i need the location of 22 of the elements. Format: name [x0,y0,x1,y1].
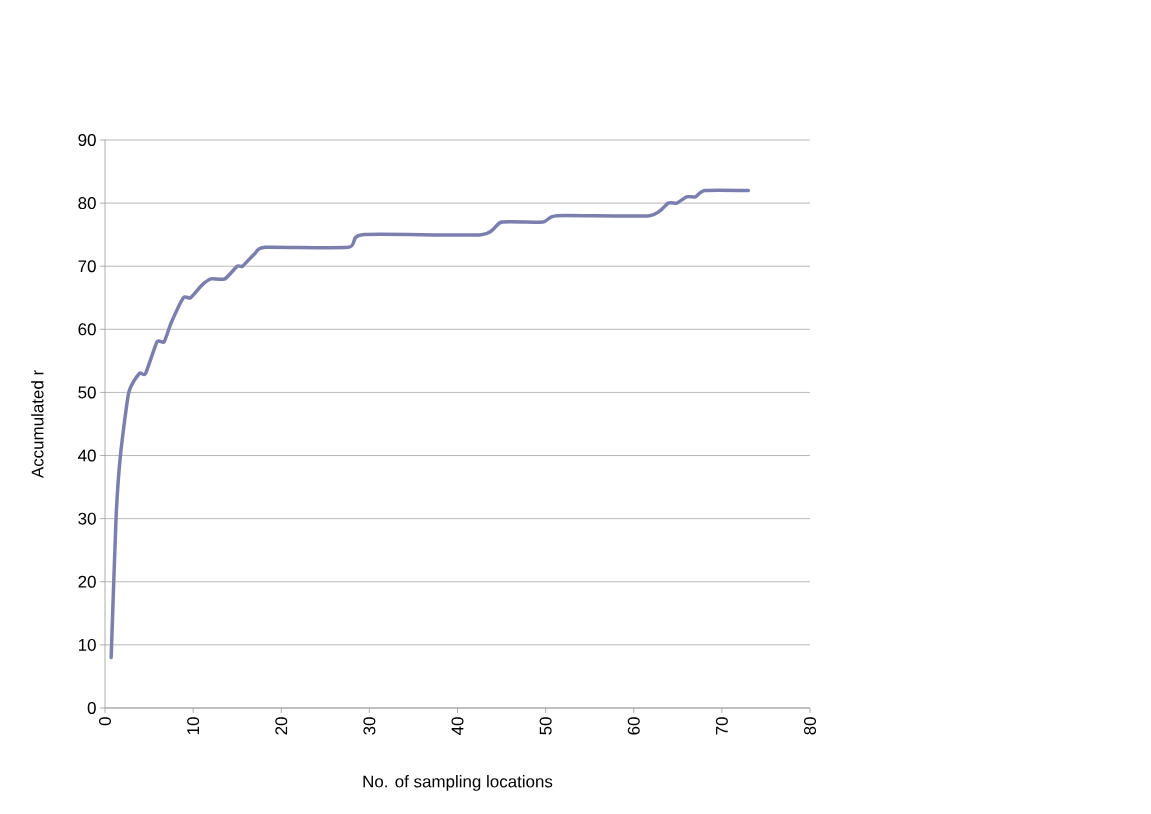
y-tick-label: 10 [78,638,96,651]
y-tick-label: 90 [78,133,96,146]
x-axis-title: No. of sampling locations [363,775,553,791]
x-tick-label: 20 [275,717,288,735]
x-tick-label: 60 [627,717,640,735]
y-axis-title: Accumulated r [31,370,44,479]
line-series [109,188,751,660]
x-tick-label: 80 [804,717,817,735]
y-tick-label: 50 [78,386,96,399]
y-tick-label: 80 [78,197,96,210]
y-tick-label: 0 [87,701,96,714]
y-tick-label: 40 [78,449,96,462]
y-tick-label: 20 [78,575,96,588]
x-tick-label: 0 [99,717,112,726]
y-tick-label: 30 [78,512,96,525]
x-tick-label: 40 [451,717,464,735]
x-tick-label: 10 [187,717,200,735]
y-tick-label: 70 [78,260,96,273]
x-tick-label: 30 [363,717,376,735]
y-tick-label: 60 [78,323,96,336]
x-tick-label: 70 [715,717,728,735]
x-tick-label: 50 [539,717,552,735]
